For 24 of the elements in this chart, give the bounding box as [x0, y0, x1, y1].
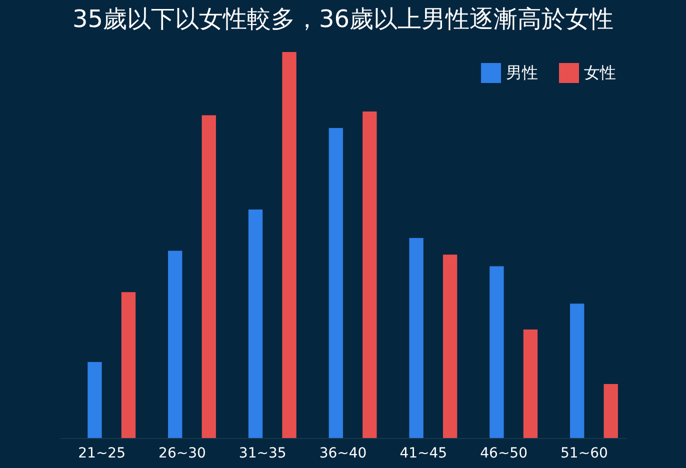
x-tick-label: 31~35 — [238, 446, 286, 462]
legend-label: 女性 — [584, 63, 616, 82]
bar — [409, 238, 424, 438]
x-tick-label: 21~25 — [78, 446, 126, 462]
x-tick-label: 46~50 — [480, 446, 528, 462]
bar — [328, 128, 343, 438]
chart-title: 35歲以下以女性較多，36歲以上男性逐漸高於女性 — [72, 5, 614, 33]
legend-label: 男性 — [506, 63, 538, 82]
bar — [523, 330, 538, 438]
bar — [490, 266, 504, 438]
x-tick-label: 41~45 — [400, 446, 448, 462]
x-tick-label: 26~30 — [158, 446, 206, 462]
bar — [604, 384, 618, 438]
bar — [362, 111, 377, 438]
bar — [282, 52, 296, 438]
bar — [442, 254, 458, 438]
bar — [88, 362, 102, 438]
x-tick-label: 51~60 — [560, 446, 608, 462]
x-tick-label: 36~40 — [319, 446, 367, 462]
bar — [570, 304, 584, 438]
bar — [248, 209, 263, 438]
bar — [121, 292, 136, 438]
bar — [168, 250, 182, 438]
bar — [202, 115, 216, 438]
